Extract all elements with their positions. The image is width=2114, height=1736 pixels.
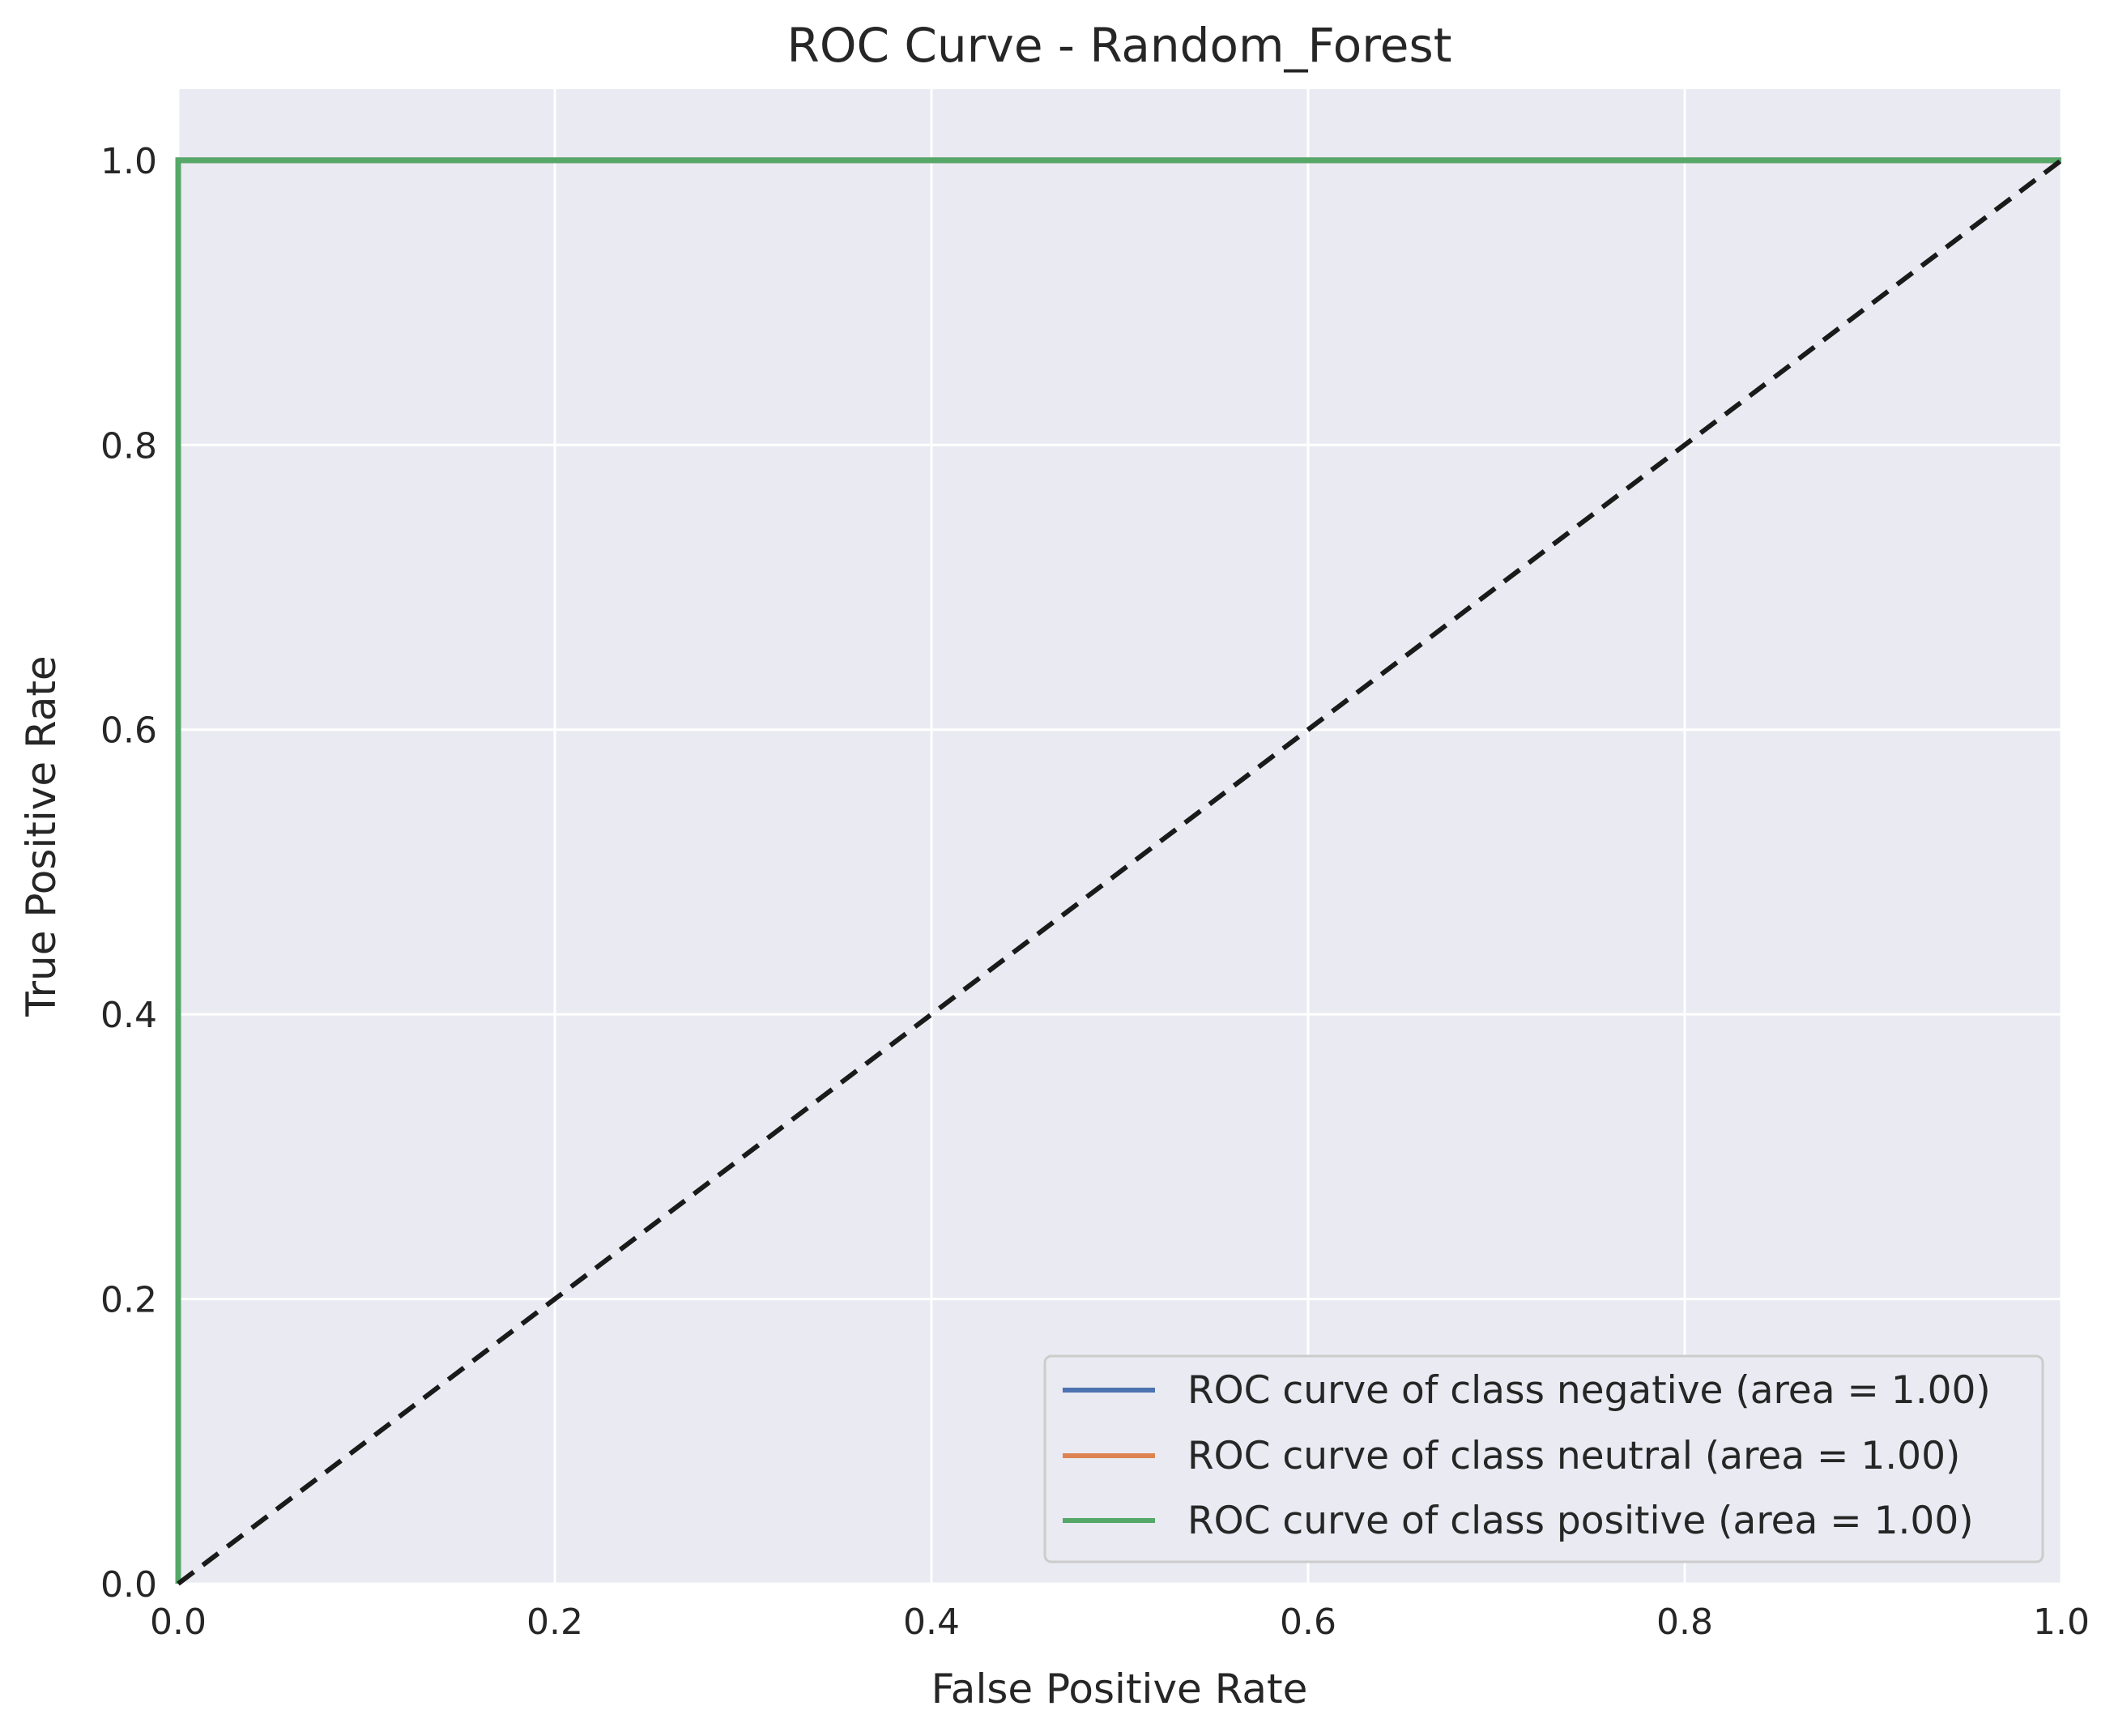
roc-line-positive [175, 157, 2061, 1584]
legend-box [1043, 1354, 2044, 1563]
plot-area [178, 89, 2061, 1584]
y-tick-labels: 0.0 0.2 0.4 0.6 0.8 1.0 [100, 141, 157, 1606]
legend-label-positive: ROC curve of class positive (area = 1.00… [1187, 1499, 1974, 1543]
x-tick-label: 0.4 [903, 1602, 960, 1643]
y-tick-label: 0.4 [100, 995, 157, 1036]
series-lines [175, 157, 2063, 1586]
x-tick-label: 0.0 [150, 1602, 207, 1643]
x-tick-label: 0.2 [526, 1602, 583, 1643]
x-tick-label: 0.8 [1656, 1602, 1713, 1643]
legend-label-neutral: ROC curve of class neutral (area = 1.00) [1187, 1434, 1960, 1478]
grid [177, 89, 2063, 1585]
legend: ROC curve of class negative (area = 1.00… [1043, 1354, 2044, 1563]
y-axis-label: True Positive Rate [18, 655, 65, 1017]
y-tick-label: 0.0 [100, 1564, 157, 1606]
legend-label-negative: ROC curve of class negative (area = 1.00… [1187, 1368, 1991, 1413]
x-tick-label: 0.6 [1280, 1602, 1336, 1643]
y-tick-label: 0.6 [100, 710, 157, 752]
y-tick-label: 0.2 [100, 1280, 157, 1321]
x-tick-labels: 0.0 0.2 0.4 0.6 0.8 1.0 [150, 1602, 2090, 1643]
x-axis-label: False Positive Rate [931, 1666, 1308, 1713]
chart-title: ROC Curve - Random_Forest [787, 18, 1452, 73]
diagonal-reference-line [177, 158, 2063, 1586]
y-tick-label: 0.8 [100, 425, 157, 467]
y-tick-label: 1.0 [100, 141, 157, 182]
x-tick-label: 1.0 [2033, 1602, 2090, 1643]
